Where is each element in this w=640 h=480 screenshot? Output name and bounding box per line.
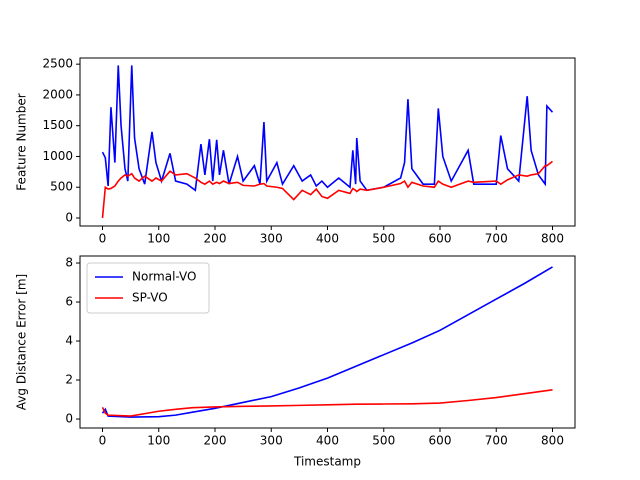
x-tick-label: 500 xyxy=(372,434,395,448)
series-line xyxy=(101,65,554,192)
x-tick-label: 200 xyxy=(204,434,227,448)
axes-frame xyxy=(79,57,576,227)
series-line xyxy=(101,160,553,219)
y-tick-label: 2500 xyxy=(42,57,73,71)
x-tick-label: 400 xyxy=(316,434,339,448)
x-tick-label: 300 xyxy=(260,434,283,448)
y-tick-label: 2000 xyxy=(42,87,73,101)
y-tick-label: 8 xyxy=(65,256,73,270)
x-tick-label: 700 xyxy=(485,434,508,448)
x-tick-label: 200 xyxy=(204,232,227,246)
y-tick-label: 0 xyxy=(65,412,73,426)
x-tick-label: 100 xyxy=(147,434,170,448)
legend-box xyxy=(86,262,210,314)
x-tick-label: 600 xyxy=(429,434,452,448)
axes-frame xyxy=(79,255,576,429)
y-tick-label: 1000 xyxy=(42,149,73,163)
x-tick-label: 300 xyxy=(260,232,283,246)
x-tick-label: 400 xyxy=(316,232,339,246)
x-tick-label: 600 xyxy=(429,232,452,246)
x-tick-label: 0 xyxy=(99,434,107,448)
y-tick-label: 0 xyxy=(65,211,73,225)
x-tick-label: 500 xyxy=(372,232,395,246)
y-tick-label: 6 xyxy=(65,295,73,309)
y-tick-label: 2 xyxy=(65,373,73,387)
y-tick-label: 1500 xyxy=(42,118,73,132)
x-tick-label: 700 xyxy=(485,232,508,246)
x-axis-label: Timestamp xyxy=(293,455,361,469)
x-tick-label: 0 xyxy=(99,232,107,246)
legend-label: SP-VO xyxy=(132,291,168,305)
x-tick-label: 100 xyxy=(147,232,170,246)
series-line xyxy=(101,266,553,418)
x-tick-label: 800 xyxy=(541,232,564,246)
x-tick-label: 800 xyxy=(541,434,564,448)
legend-label: Normal-VO xyxy=(132,270,197,284)
y-axis-label: Avg Distance Error [m] xyxy=(15,274,29,410)
y-tick-label: 4 xyxy=(65,334,73,348)
series-line xyxy=(101,388,553,417)
y-tick-label: 500 xyxy=(50,180,73,194)
y-axis-label: Feature Number xyxy=(15,93,29,190)
